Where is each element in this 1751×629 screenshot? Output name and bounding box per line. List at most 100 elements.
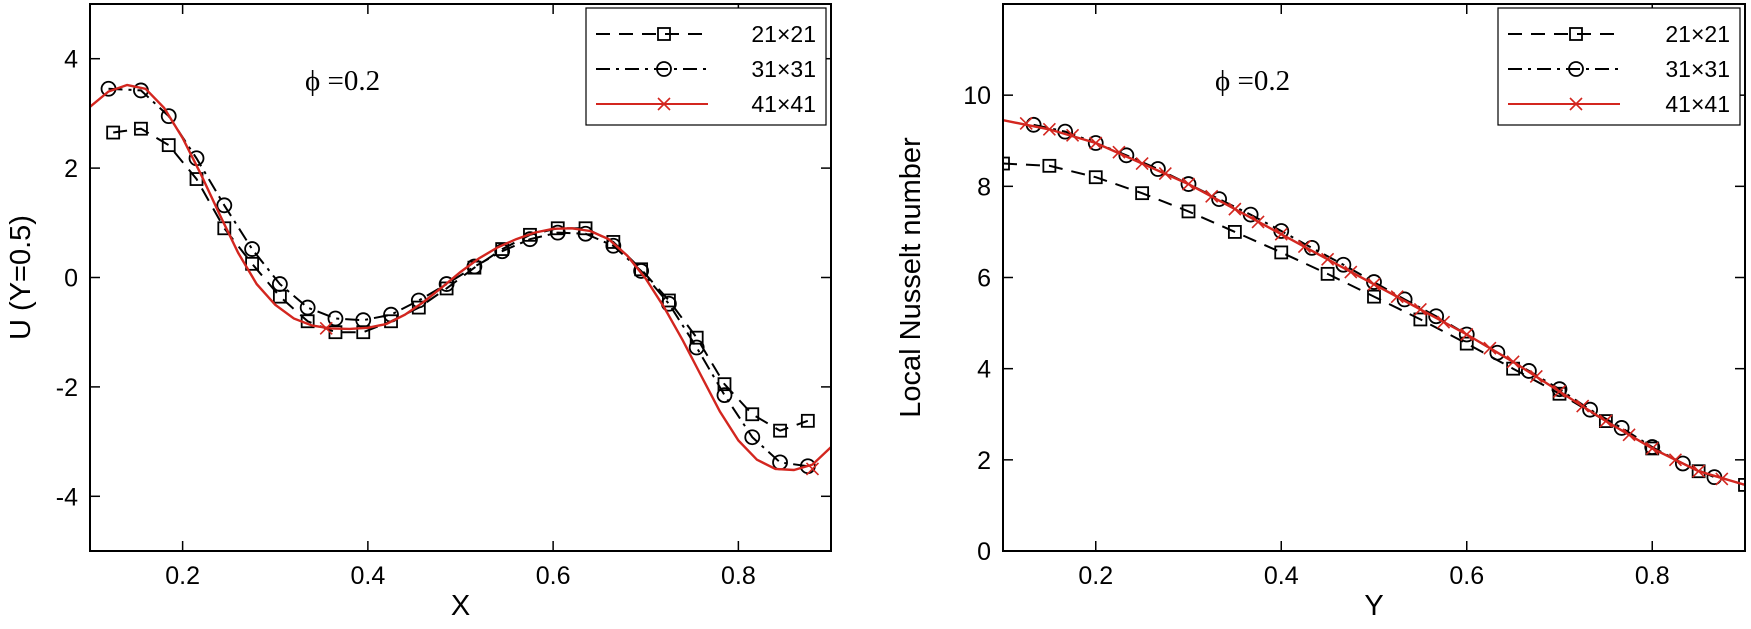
data-point-circle — [216, 197, 233, 214]
data-point-x — [1483, 341, 1497, 355]
data-point-x — [1205, 189, 1219, 203]
x-tick-label: 0.4 — [350, 562, 385, 590]
data-point-square — [1003, 156, 1010, 171]
data-point-square — [1320, 266, 1335, 281]
data-point-circle — [633, 263, 650, 279]
data-point-circle — [271, 276, 288, 292]
legend-box — [1497, 7, 1741, 126]
data-point-x — [1042, 122, 1056, 136]
data-point-square — [1598, 414, 1613, 428]
data-point-square — [161, 138, 176, 153]
data-point-x — [1529, 369, 1543, 383]
data-point-x — [1460, 327, 1474, 342]
data-point-x — [1552, 384, 1567, 399]
data-point-x — [1715, 472, 1729, 486]
data-point-x — [1181, 177, 1196, 191]
chart-velocity-profile: 0.2 0.4 0.6 0.8 -4 -2 0 2 4 X U (Y=0.5) ϕ =0.2 21×21… — [5, 3, 832, 622]
data-point-circle — [1149, 161, 1166, 177]
data-point-circle — [160, 108, 177, 125]
x-axis-label: X — [451, 590, 470, 622]
data-point-x — [1228, 202, 1242, 216]
legend-label: 31×31 — [751, 56, 816, 82]
legend-label: 21×21 — [751, 21, 816, 47]
data-point-square — [356, 325, 371, 340]
series-line-x — [90, 83, 831, 472]
axes-frame — [1002, 3, 1746, 552]
data-point-square — [1181, 204, 1196, 219]
y-tick-label: -4 — [56, 483, 78, 511]
data-point-circle — [1396, 291, 1413, 308]
data-point-circle — [522, 231, 538, 248]
plot-area — [90, 80, 831, 476]
x-tick-label: 0.2 — [165, 562, 200, 590]
y-tick-label: 0 — [64, 265, 78, 293]
axes-frame — [89, 3, 832, 552]
chart-local-nusselt: 0.2 0.4 0.6 0.8 0 2 4 6 8 10 Y Local Nusselt number… — [895, 3, 1746, 622]
data-point-x — [1065, 128, 1080, 142]
data-point-x — [1390, 290, 1404, 304]
data-point-circle — [244, 241, 260, 257]
legend-marker-circle — [1568, 61, 1584, 77]
y-tick-label: 2 — [977, 447, 991, 475]
data-point-circle — [1366, 274, 1382, 290]
data-point-square — [106, 125, 121, 140]
phi-annotation: ϕ =0.2 — [1215, 65, 1290, 97]
data-point-x — [1251, 215, 1265, 229]
data-point-circle — [1087, 135, 1104, 151]
data-point-x — [1274, 227, 1288, 241]
data-point-circle — [577, 225, 594, 242]
data-point-circle — [744, 429, 761, 446]
data-point-x — [1297, 239, 1312, 254]
data-point-x — [1668, 453, 1683, 467]
data-point-x — [1089, 136, 1103, 150]
data-point-square — [1135, 186, 1150, 201]
data-point-square — [245, 256, 259, 271]
y-tick-label: 6 — [977, 265, 991, 293]
data-point-x — [1645, 441, 1659, 456]
data-point-square — [1738, 478, 1745, 492]
data-point-x — [1413, 302, 1427, 316]
data-point-x — [1576, 399, 1590, 413]
legend-marker-x — [657, 97, 671, 111]
y-axis-label: U (Y=0.5) — [5, 215, 37, 340]
legend: 21×21 31×31 41×41 — [1497, 7, 1741, 126]
x-tick-label: 0.8 — [1635, 562, 1670, 590]
data-point-circle — [299, 299, 316, 316]
data-point-circle — [1428, 308, 1445, 325]
data-point-circle — [716, 387, 733, 404]
data-point-circle — [1613, 420, 1630, 436]
data-point-x — [1019, 116, 1033, 130]
data-point-circle — [438, 276, 455, 292]
data-point-x — [1622, 428, 1636, 442]
x-tick-label: 0.8 — [721, 562, 756, 590]
legend-label: 31×31 — [1665, 56, 1730, 82]
data-point-circle — [605, 237, 622, 254]
data-point-square — [800, 413, 815, 428]
data-point-circle — [1489, 344, 1506, 361]
data-point-circle — [688, 339, 705, 356]
y-tick-label: 4 — [64, 46, 78, 74]
data-point-square — [1367, 289, 1381, 304]
x-tick-label: 0.2 — [1078, 562, 1113, 590]
data-point-square — [1691, 464, 1706, 479]
data-point-x — [1112, 145, 1126, 159]
data-point-circle — [1118, 147, 1135, 164]
data-point-circle — [1582, 401, 1599, 418]
legend: 21×21 31×31 41×41 — [585, 7, 827, 126]
data-point-circle — [1180, 176, 1197, 192]
y-tick-label: 2 — [64, 155, 78, 183]
phi-annotation: ϕ =0.2 — [305, 65, 380, 97]
data-point-square — [384, 314, 398, 329]
data-point-circle — [1211, 191, 1228, 207]
legend-marker-x — [1569, 97, 1583, 111]
data-point-x — [805, 462, 820, 476]
data-point-square — [1413, 312, 1428, 327]
data-point-x — [1599, 414, 1613, 428]
data-point-square — [1088, 170, 1103, 185]
data-point-x — [1436, 315, 1451, 329]
series-line-circle — [108, 87, 808, 468]
data-point-x — [1506, 355, 1520, 369]
y-axis-label: Local Nusselt number — [895, 137, 927, 418]
plot-area — [1003, 116, 1745, 492]
